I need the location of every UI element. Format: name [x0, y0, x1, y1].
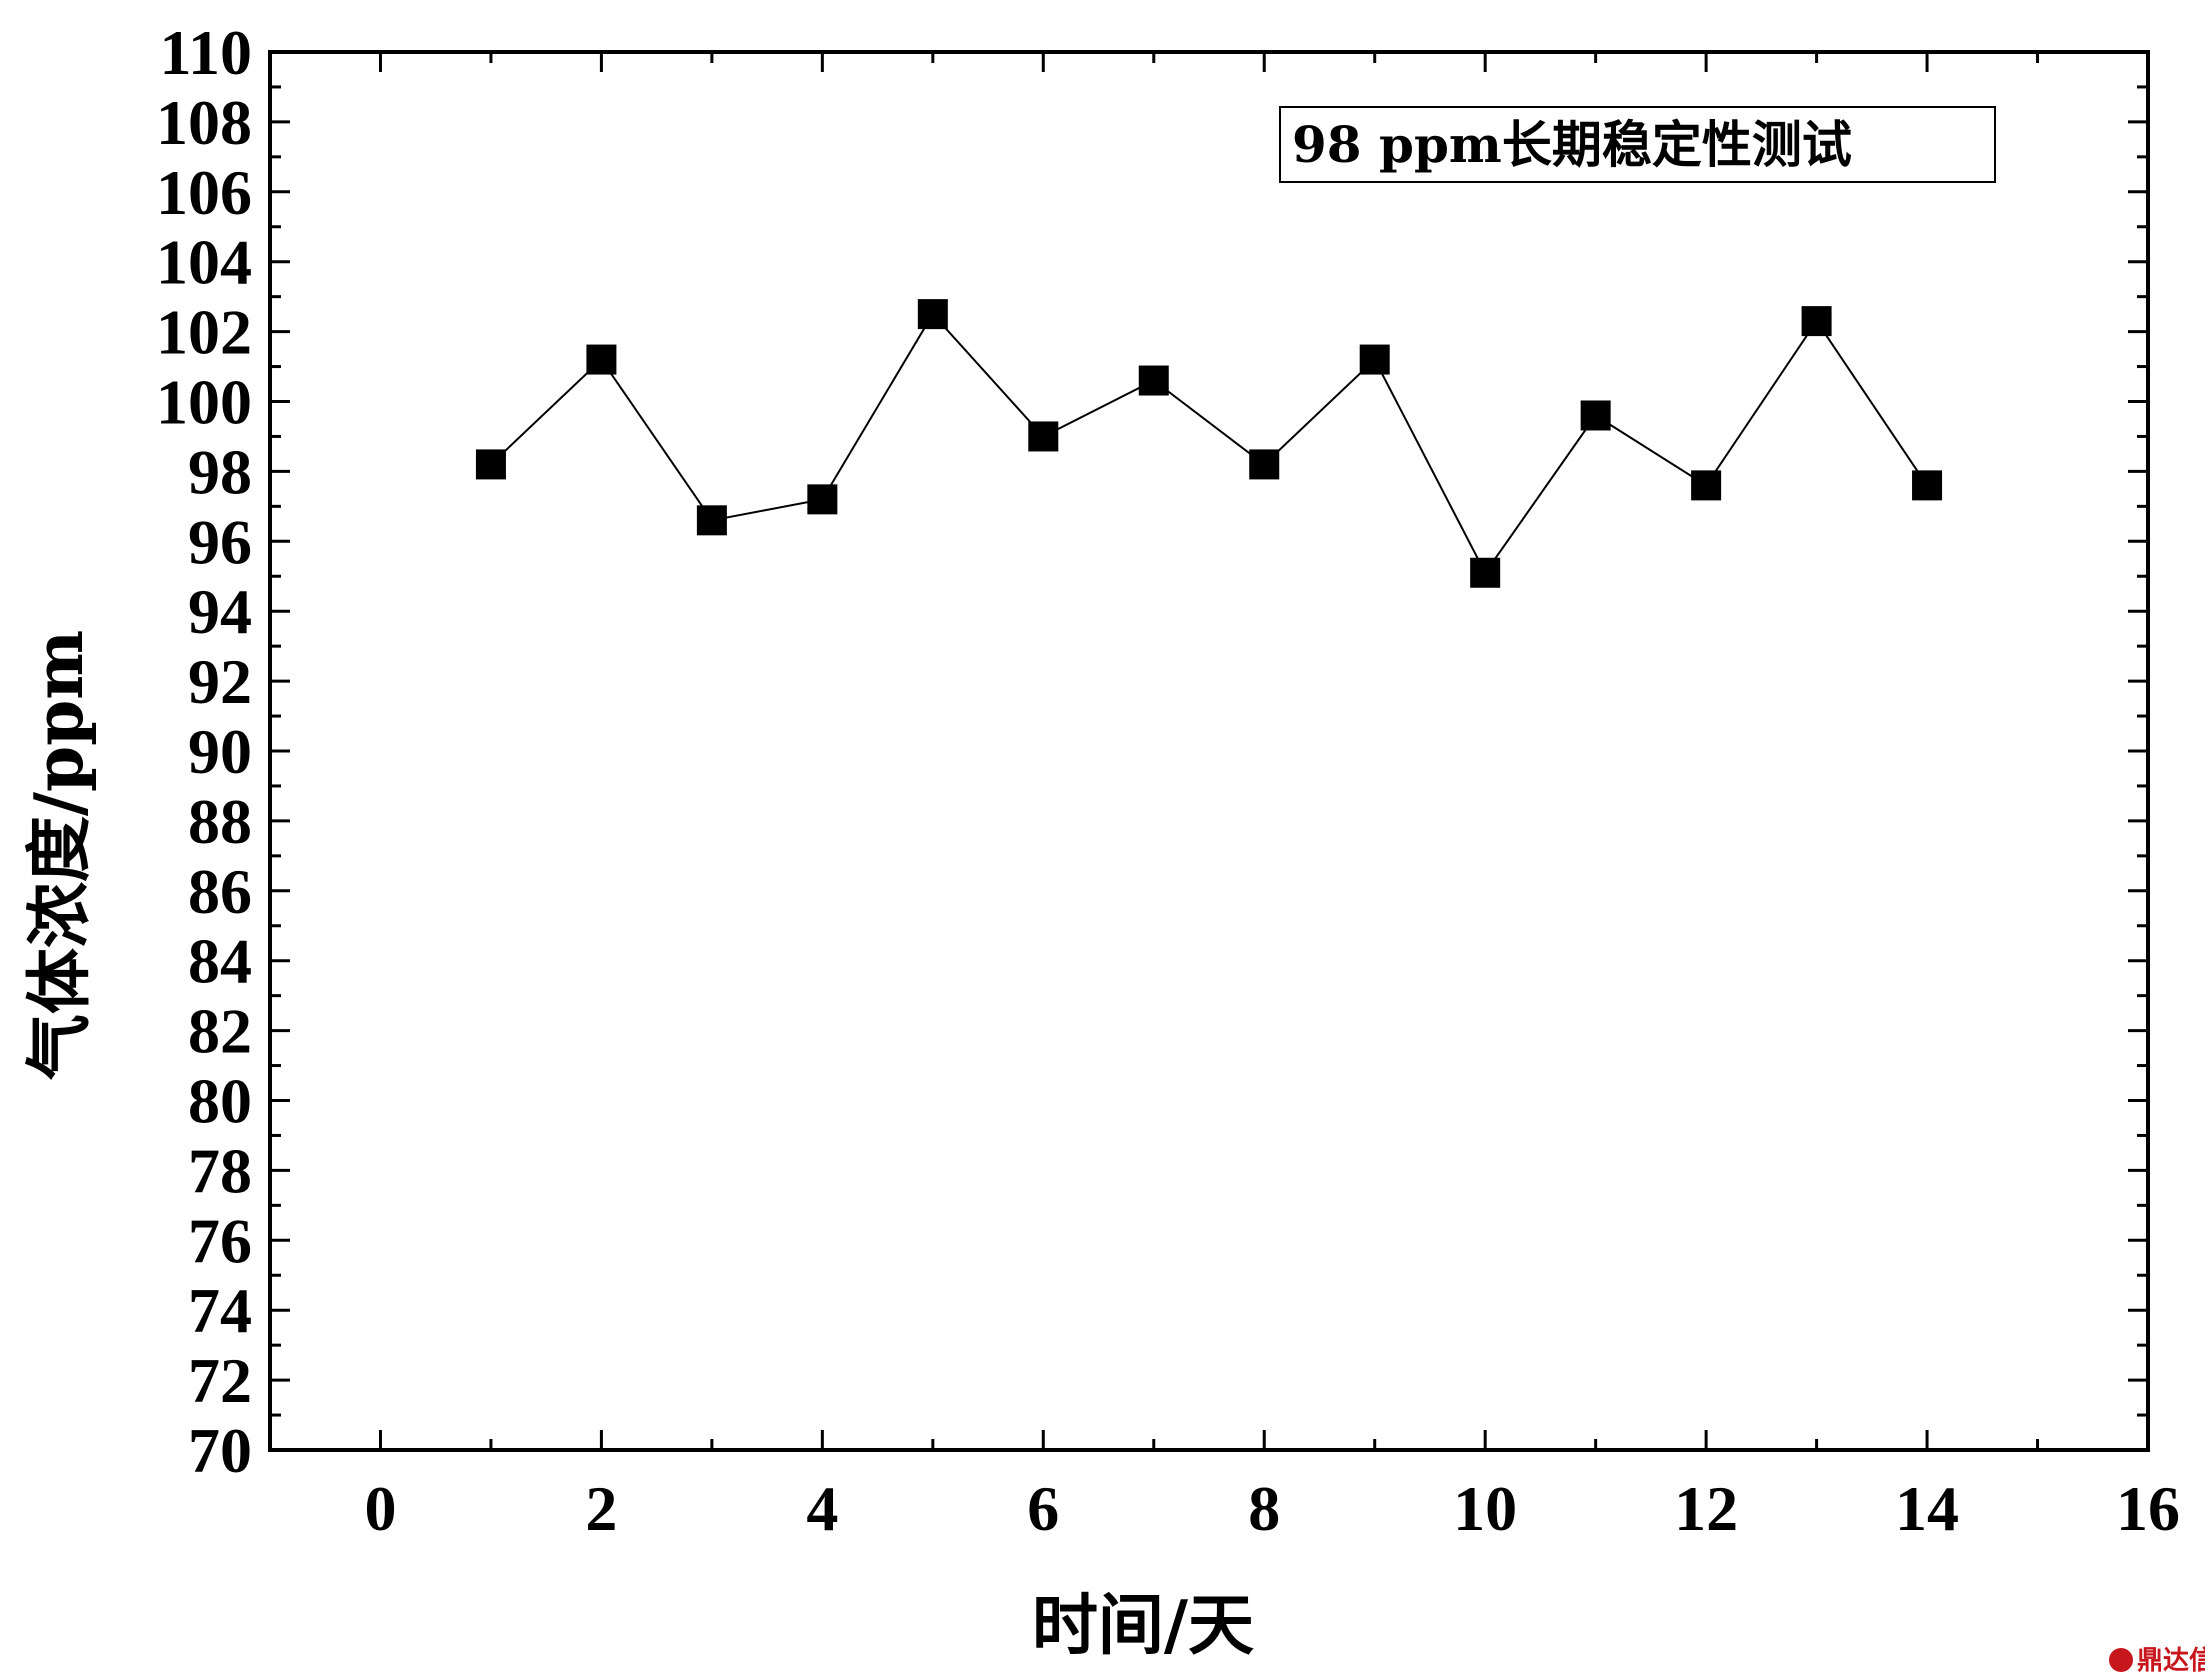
y-tick-label: 84: [188, 926, 252, 997]
data-point: [696, 505, 727, 536]
y-tick-label: 78: [188, 1135, 252, 1206]
data-point: [807, 484, 838, 515]
y-tick-label: 102: [156, 297, 252, 368]
y-tick-label: 76: [188, 1205, 252, 1276]
y-tick-label: 86: [188, 856, 252, 927]
x-tick-label: 10: [1453, 1473, 1517, 1544]
legend-label: 98 ppm长期稳定性测试: [1292, 115, 1852, 174]
y-tick-label: 70: [188, 1415, 252, 1486]
x-tick-label: 14: [1895, 1473, 1959, 1544]
data-point: [475, 449, 506, 480]
y-tick-label: 96: [188, 506, 252, 577]
x-tick-label: 8: [1248, 1473, 1280, 1544]
data-point: [1028, 421, 1059, 452]
y-tick-label: 74: [188, 1275, 252, 1346]
y-tick-label: 90: [188, 716, 252, 787]
y-tick-label: 92: [188, 646, 252, 717]
watermark-text: 鼎达信: [2137, 1646, 2205, 1676]
data-point: [1912, 470, 1943, 501]
y-tick-label: 82: [188, 996, 252, 1067]
data-point: [1249, 449, 1280, 480]
axes: 7072747678808284868890929496981001021041…: [156, 17, 2180, 1544]
x-tick-label: 2: [585, 1473, 617, 1544]
data-point: [1580, 400, 1611, 431]
watermark-logo-icon: [2109, 1648, 2133, 1672]
x-tick-label: 4: [806, 1473, 838, 1544]
y-tick-label: 110: [160, 17, 252, 88]
plot-frame: [268, 50, 2150, 1452]
data-point: [1801, 306, 1832, 337]
y-tick-label: 100: [156, 367, 252, 438]
x-tick-label: 0: [364, 1473, 396, 1544]
watermark: 鼎达信: [2109, 1646, 2205, 1676]
y-tick-label: 72: [188, 1345, 252, 1416]
legend-box: [1279, 106, 1996, 183]
x-tick-label: 12: [1674, 1473, 1738, 1544]
y-tick-label: 104: [156, 227, 252, 298]
y-tick-label: 108: [156, 87, 252, 158]
data-point: [1691, 470, 1722, 501]
y-tick-label: 94: [188, 576, 252, 647]
y-tick-label: 106: [156, 157, 252, 228]
y-tick-label: 88: [188, 786, 252, 857]
series-line: [490, 312, 1928, 575]
y-tick-label: 80: [188, 1066, 252, 1137]
series: [475, 299, 1943, 588]
x-tick-label: 16: [2116, 1473, 2180, 1544]
y-tick-label: 98: [188, 436, 252, 507]
data-point: [1138, 365, 1169, 396]
data-point: [586, 344, 617, 375]
y-axis-title: 气体浓度/ppm: [20, 630, 98, 1080]
legend: 98 ppm长期稳定性测试: [1279, 106, 1996, 183]
data-point: [917, 299, 948, 330]
x-tick-label: 6: [1027, 1473, 1059, 1544]
data-point: [1359, 344, 1390, 375]
data-point: [1470, 557, 1501, 588]
x-axis-title: 时间/天: [1032, 1586, 1254, 1664]
